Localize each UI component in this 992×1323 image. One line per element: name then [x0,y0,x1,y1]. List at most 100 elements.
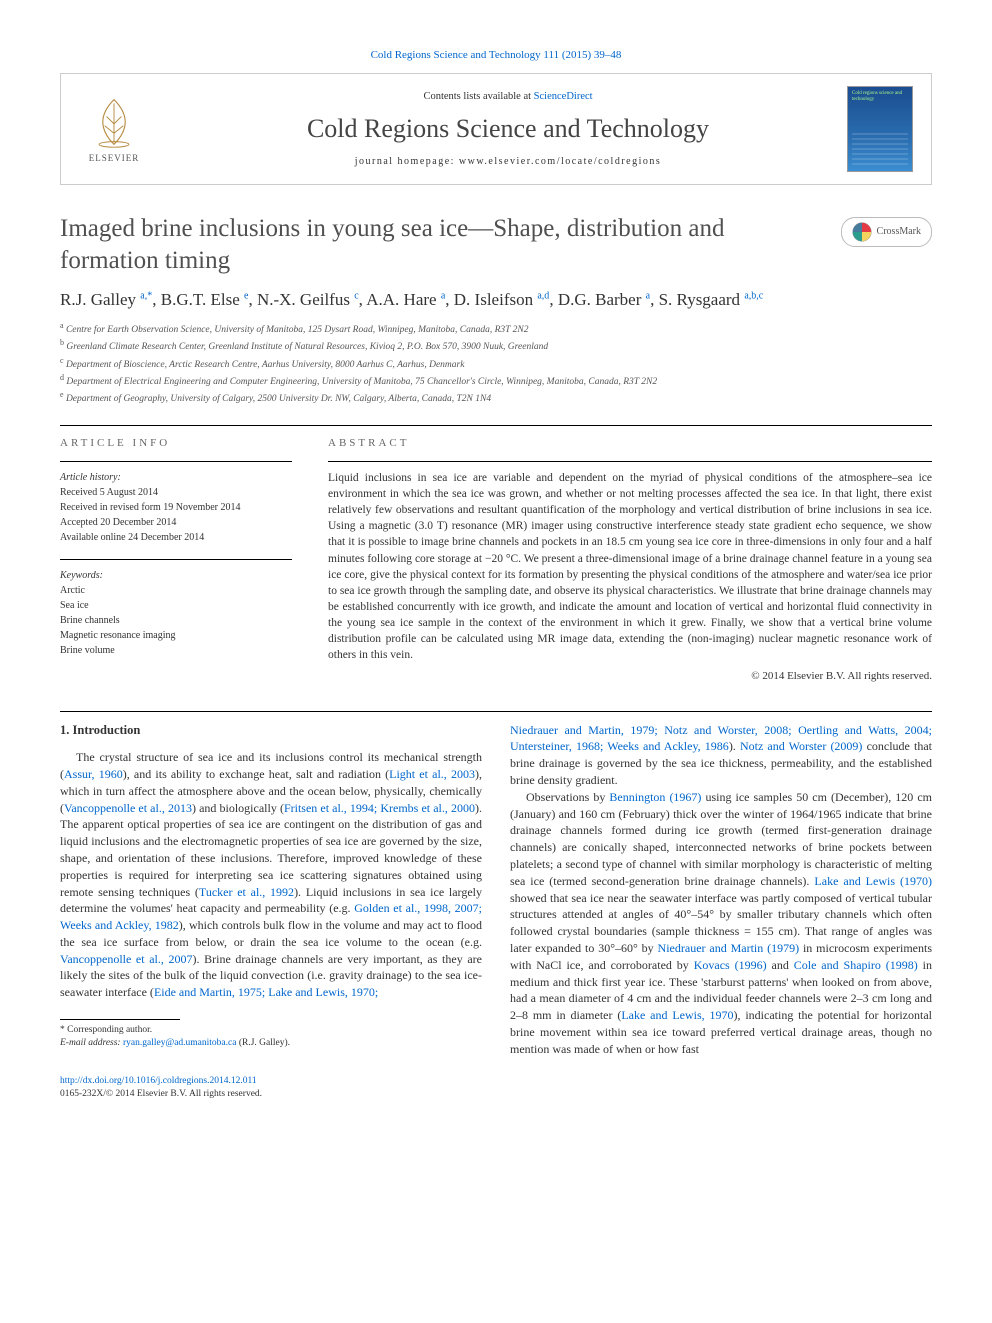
affiliation-text: Department of Geography, University of C… [64,394,492,404]
info-abstract-row: article info Article history: Received 5… [60,436,932,685]
affiliation-line: c Department of Bioscience, Arctic Resea… [60,355,932,372]
citation-link[interactable]: Vancoppenolle et al., 2007 [60,952,193,966]
affiliation-text: Department of Bioscience, Arctic Researc… [64,360,465,370]
affiliation-line: b Greenland Climate Research Center, Gre… [60,337,932,354]
affiliation-text: Greenland Climate Research Center, Green… [64,342,548,352]
author-affiliation-sup: a,* [140,290,152,301]
sciencedirect-link[interactable]: ScienceDirect [534,91,593,102]
journal-header: ELSEVIER Contents lists available at Sci… [60,73,932,185]
email-suffix: (R.J. Galley). [236,1038,290,1048]
body-columns: 1. Introduction The crystal structure of… [60,722,932,1102]
citation-link[interactable]: Light et al., 2003 [389,767,475,781]
author-name: R.J. Galley [60,290,140,309]
journal-name: Cold Regions Science and Technology [169,111,847,147]
affiliation-text: Centre for Earth Observation Science, Un… [64,325,529,335]
author-name: , B.G.T. Else [152,290,244,309]
citation-link[interactable]: Eide and Martin, 1975; Lake and Lewis, 1… [154,985,378,999]
keyword: Magnetic resonance imaging [60,628,292,643]
citation-link[interactable]: Notz and Worster (2009) [740,739,863,753]
footnote-rule [60,1019,180,1020]
body-paragraph: Niedrauer and Martin, 1979; Notz and Wor… [510,722,932,789]
elsevier-logo: ELSEVIER [79,90,149,168]
abstract-column: abstract Liquid inclusions in sea ice ar… [328,436,932,685]
rule-top [60,425,932,426]
crossmark-label: CrossMark [877,225,921,239]
issn-copyright: 0165-232X/© 2014 Elsevier B.V. All right… [60,1089,262,1099]
cover-thumb-title: Cold regions science and technology [848,87,912,102]
article-history: Article history: Received 5 August 2014R… [60,470,292,545]
top-citation: Cold Regions Science and Technology 111 … [60,48,932,63]
citation-link[interactable]: Tucker et al., 1992 [199,885,294,899]
contents-line: Contents lists available at ScienceDirec… [169,90,847,105]
citation-link[interactable]: Cole and Shapiro (1998) [794,958,918,972]
citation-link[interactable]: Golden et al., 1998, 2007; Weeks and Ack… [60,901,482,932]
author-affiliation-sup: a,b,c [744,290,763,301]
citation-link[interactable]: Assur, 1960 [64,767,123,781]
abstract-copyright: © 2014 Elsevier B.V. All rights reserved… [328,669,932,684]
citation-link[interactable]: Lake and Lewis (1970) [814,874,932,888]
doi-link[interactable]: http://dx.doi.org/10.1016/j.coldregions.… [60,1076,257,1086]
citation-link[interactable]: Bennington (1967) [609,790,701,804]
history-label: Article history: [60,470,292,485]
citation-link[interactable]: Fritsen et al., 1994; Krembs et al., 200… [284,801,475,815]
authors-line: R.J. Galley a,*, B.G.T. Else e, N.-X. Ge… [60,288,932,312]
history-line: Available online 24 December 2014 [60,530,292,545]
page-root: Cold Regions Science and Technology 111 … [0,0,992,1141]
author-name: , D. Isleifson [445,290,537,309]
citation-link[interactable]: Niedrauer and Martin, 1979; Notz and Wor… [510,723,932,754]
keywords-label: Keywords: [60,568,292,583]
keyword: Sea ice [60,598,292,613]
body-paragraph: The crystal structure of sea ice and its… [60,749,482,1001]
body-paragraph: Observations by Bennington (1967) using … [510,789,932,1058]
history-line: Received in revised form 19 November 201… [60,500,292,515]
affiliation-line: e Department of Geography, University of… [60,389,932,406]
keywords-block: Keywords: ArcticSea iceBrine channelsMag… [60,568,292,658]
affiliation-line: d Department of Electrical Engineering a… [60,372,932,389]
corresponding-email-link[interactable]: ryan.galley@ad.umanitoba.ca [123,1038,236,1048]
journal-homepage: journal homepage: www.elsevier.com/locat… [169,155,847,169]
author-name: , D.G. Barber [549,290,645,309]
rule-bottom [60,711,932,712]
email-label: E-mail address: [60,1038,123,1048]
article-title: Imaged brine inclusions in young sea ice… [60,213,820,276]
citation-link[interactable]: Lake and Lewis, 1970 [621,1008,733,1022]
info-rule [60,461,292,462]
contents-prefix: Contents lists available at [423,91,533,102]
crossmark-icon [852,222,872,242]
header-center: Contents lists available at ScienceDirec… [169,90,847,169]
journal-cover-thumbnail: Cold regions science and technology [847,86,913,172]
abstract-rule [328,461,932,462]
doi-block: http://dx.doi.org/10.1016/j.coldregions.… [60,1075,482,1102]
article-info-column: article info Article history: Received 5… [60,436,292,685]
author-name: , A.A. Hare [359,290,441,309]
elsevier-tree-icon [86,94,142,150]
citation-link[interactable]: Niedrauer and Martin (1979) [658,941,800,955]
footnote-block: * Corresponding author. E-mail address: … [60,1024,482,1051]
keyword: Brine volume [60,643,292,658]
crossmark-badge[interactable]: CrossMark [841,217,932,247]
section-heading: 1. Introduction [60,722,482,740]
history-line: Received 5 August 2014 [60,485,292,500]
title-row: Imaged brine inclusions in young sea ice… [60,213,932,288]
history-line: Accepted 20 December 2014 [60,515,292,530]
publisher-name: ELSEVIER [89,152,140,165]
author-name: , N.-X. Geilfus [248,290,354,309]
affiliation-line: a Centre for Earth Observation Science, … [60,320,932,337]
keyword: Arctic [60,583,292,598]
citation-link[interactable]: Vancoppenolle et al., 2013 [64,801,192,815]
body-column-left: 1. Introduction The crystal structure of… [60,722,482,1102]
body-column-right: Niedrauer and Martin, 1979; Notz and Wor… [510,722,932,1102]
abstract-label: abstract [328,436,932,451]
abstract-text: Liquid inclusions in sea ice are variabl… [328,470,932,663]
affiliation-text: Department of Electrical Engineering and… [64,377,657,387]
top-citation-link[interactable]: Cold Regions Science and Technology 111 … [371,49,622,61]
author-affiliation-sup: a,d [537,290,549,301]
citation-link[interactable]: Kovacs (1996) [694,958,767,972]
corresponding-author-note: * Corresponding author. [60,1024,482,1037]
email-line: E-mail address: ryan.galley@ad.umanitoba… [60,1037,482,1050]
info-rule-2 [60,559,292,560]
keyword: Brine channels [60,613,292,628]
author-name: , S. Rysgaard [650,290,744,309]
article-info-label: article info [60,436,292,451]
affiliations: a Centre for Earth Observation Science, … [60,320,932,407]
